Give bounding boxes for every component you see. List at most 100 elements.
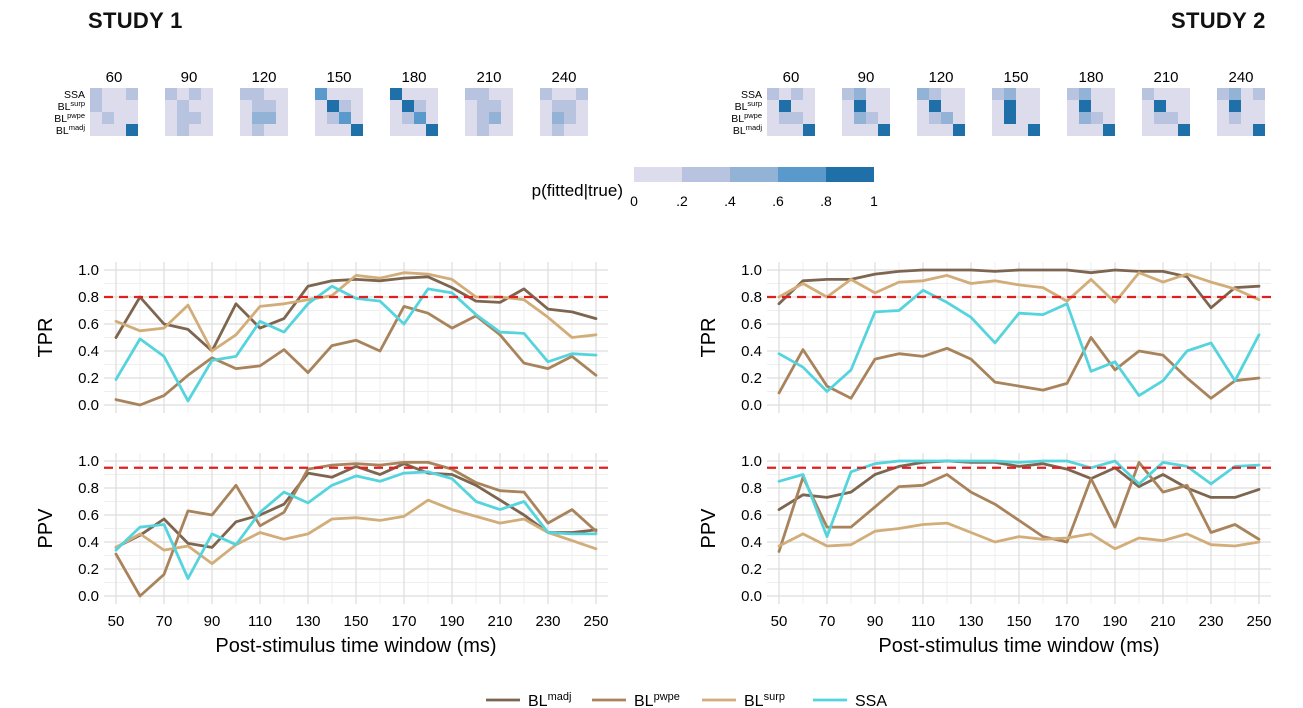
matrix-cell — [276, 100, 288, 112]
matrix-cell — [1166, 124, 1178, 136]
matrix-window-label: 240 — [551, 69, 576, 86]
matrix-cell — [803, 124, 815, 136]
matrix-cell — [854, 100, 866, 112]
x-tick-label: 130 — [295, 613, 320, 630]
y-tick-label: 0.2 — [78, 370, 99, 387]
matrix-cell — [351, 112, 363, 124]
y-tick-label: 0.6 — [78, 507, 99, 524]
matrix-cell — [201, 100, 213, 112]
matrix-cell — [414, 88, 426, 100]
row-label-ssa: SSA — [741, 89, 762, 101]
matrix-cell — [1079, 88, 1091, 100]
matrix-cell — [1067, 112, 1079, 124]
y-tick-label: 0.6 — [741, 316, 762, 333]
matrix-cell — [1067, 88, 1079, 100]
matrix-window-label: 60 — [106, 69, 123, 86]
matrix-cell — [1079, 112, 1091, 124]
matrix-cell — [1229, 88, 1241, 100]
matrix-cell — [1028, 124, 1040, 136]
matrix-cell — [1016, 88, 1028, 100]
matrix-cell — [878, 88, 890, 100]
matrix-cell — [489, 100, 501, 112]
matrix-cell — [540, 124, 552, 136]
x-tick-label: 250 — [1246, 613, 1271, 630]
series-line-bl-pwpe — [777, 336, 1261, 400]
matrix-cell — [878, 112, 890, 124]
matrix-cell — [1103, 124, 1115, 136]
matrix-cell — [917, 124, 929, 136]
matrix-cell — [1091, 88, 1103, 100]
matrix-cell — [1154, 124, 1166, 136]
matrix-cell — [540, 88, 552, 100]
matrix-cell — [465, 124, 477, 136]
matrix-cell — [165, 100, 177, 112]
matrix-cell — [240, 100, 252, 112]
matrix-window-label: 240 — [1228, 69, 1253, 86]
matrix-cell — [1178, 124, 1190, 136]
y-tick-label: 0.0 — [78, 397, 99, 414]
y-tick-label: 0.8 — [741, 480, 762, 497]
matrix-cell — [90, 124, 102, 136]
matrix-cell — [351, 88, 363, 100]
matrix-cell — [917, 100, 929, 112]
matrix-cell — [1166, 100, 1178, 112]
x-tick-label: 230 — [1198, 613, 1223, 630]
colorbar-tick: 0 — [630, 193, 638, 209]
matrix-cell — [240, 124, 252, 136]
matrix-cell — [1241, 100, 1253, 112]
matrix-cell — [953, 112, 965, 124]
colorbar-swatch — [730, 167, 778, 182]
y-tick-label: 0.6 — [741, 507, 762, 524]
matrix-window-label: 90 — [181, 69, 198, 86]
matrix-cell — [1016, 100, 1028, 112]
series-line-bl-surp — [777, 271, 1261, 304]
matrix-cell — [489, 112, 501, 124]
matrix-cell — [1067, 124, 1079, 136]
x-tick-label: 170 — [1054, 613, 1079, 630]
colorbar-tick: .4 — [724, 193, 736, 209]
matrix-cell — [477, 124, 489, 136]
row-label-surp: BLsurp — [58, 99, 85, 114]
matrix-cell — [917, 88, 929, 100]
matrix-cell — [791, 112, 803, 124]
matrix-cell — [402, 112, 414, 124]
matrix-cell — [189, 100, 201, 112]
x-tick-label: 70 — [156, 613, 173, 630]
line-chart-tpr-study1: 0.0 0.2 0.4 0.6 0.8 1.0 TPR — [35, 262, 608, 414]
matrix-cell — [1241, 124, 1253, 136]
matrix-cell — [390, 88, 402, 100]
matrix-cell — [1016, 112, 1028, 124]
matrix-cell — [264, 124, 276, 136]
matrix-cell — [1142, 88, 1154, 100]
series-line-ssa — [777, 459, 1261, 538]
matrix-cell — [791, 100, 803, 112]
matrix-cell — [1154, 88, 1166, 100]
line-chart-tpr-study2: 0.0 0.2 0.4 0.6 0.8 1.0 TPR — [698, 262, 1271, 414]
x-axis-label: Post-stimulus time window (ms) — [878, 635, 1159, 657]
matrix-cell — [992, 100, 1004, 112]
matrix-cell — [1004, 88, 1016, 100]
matrix-cell — [878, 124, 890, 136]
y-tick-label: 1.0 — [78, 262, 99, 279]
series-line-bl-madj — [114, 275, 598, 353]
matrix-cell — [953, 88, 965, 100]
matrix-cell — [426, 124, 438, 136]
y-tick-label: 1.0 — [741, 453, 762, 470]
matrix-cell — [564, 124, 576, 136]
y-axis-label: TPR — [35, 318, 57, 358]
matrix-cell — [126, 124, 138, 136]
matrix-cell — [276, 112, 288, 124]
matrix-cell — [1154, 100, 1166, 112]
matrix-cell — [564, 100, 576, 112]
matrix-cell — [929, 124, 941, 136]
matrix-cell — [189, 112, 201, 124]
matrix-cell — [1004, 124, 1016, 136]
y-tick-label: 1.0 — [741, 262, 762, 279]
matrix-window-label: 120 — [928, 69, 953, 86]
matrix-cell — [552, 88, 564, 100]
x-tick-label: 110 — [248, 613, 272, 630]
matrix-cell — [177, 88, 189, 100]
